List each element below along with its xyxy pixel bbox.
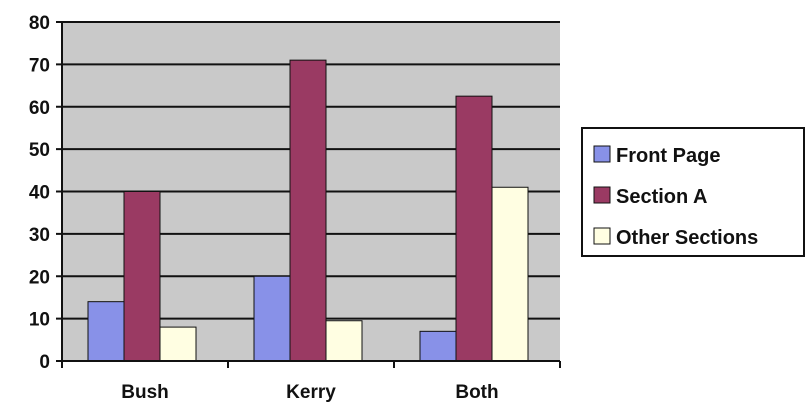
legend-swatch <box>593 145 611 163</box>
x-tick-label: Both <box>455 382 498 403</box>
y-tick-label: 20 <box>29 267 50 288</box>
plot-area: 0 10 20 30 40 50 60 70 80 Bush Kerry Both <box>29 13 561 403</box>
bar-section-a-bush <box>123 191 161 362</box>
legend: Front Page Section A Other Sections <box>581 127 805 257</box>
y-tick-label: 80 <box>29 13 50 34</box>
bar-other-sections-both <box>491 186 529 362</box>
bar-front-page-kerry <box>253 275 291 362</box>
legend-label: Other Sections <box>616 227 758 249</box>
bar-other-sections-bush <box>159 326 197 362</box>
y-tick-label: 10 <box>29 310 50 331</box>
legend-swatch <box>593 227 611 245</box>
legend-label: Section A <box>616 186 708 208</box>
bar-section-a-kerry <box>289 59 327 362</box>
y-tick-label: 70 <box>29 55 50 76</box>
x-tick-label: Bush <box>121 382 169 403</box>
y-tick-label: 30 <box>29 225 50 246</box>
bar-front-page-both <box>419 330 457 362</box>
legend-swatch <box>593 186 611 204</box>
bar-front-page-bush <box>87 301 125 362</box>
y-tick-label: 40 <box>29 183 50 204</box>
bar-other-sections-kerry <box>325 320 363 362</box>
legend-label: Front Page <box>616 145 720 167</box>
y-tick-label: 0 <box>39 352 50 373</box>
legend-box <box>581 127 805 257</box>
bar-section-a-both <box>455 95 493 362</box>
y-tick-label: 60 <box>29 98 50 119</box>
x-tick-label: Kerry <box>286 382 336 403</box>
y-tick-label: 50 <box>29 140 50 161</box>
